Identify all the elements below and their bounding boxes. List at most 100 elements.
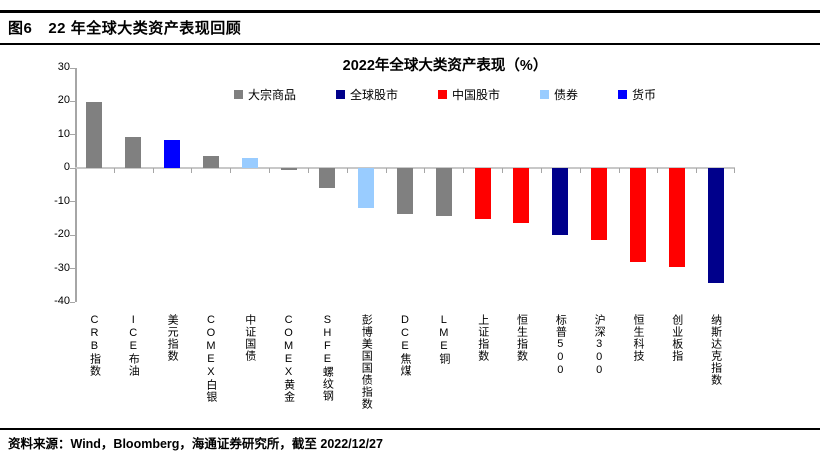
legend-label: 债券 <box>554 88 579 102</box>
x-tick <box>191 168 193 174</box>
bar-恒生指数 <box>513 168 530 223</box>
category-label: DCE焦煤 <box>386 314 425 377</box>
legend-swatch <box>437 90 447 99</box>
legend-item: 债券 <box>540 86 578 103</box>
x-tick <box>75 168 76 174</box>
category-label-text: 标普500 <box>554 314 567 377</box>
y-axis-line <box>75 68 77 302</box>
y-tick-label: 20 <box>57 94 70 107</box>
y-tick <box>70 167 75 169</box>
x-tick <box>230 168 232 174</box>
footer-rule <box>0 428 820 430</box>
x-tick <box>346 168 348 174</box>
plot-area <box>70 67 735 303</box>
category-label-text: 上证指数 <box>476 314 489 362</box>
y-tick-label: -20 <box>54 228 70 241</box>
x-tick <box>734 168 735 174</box>
x-tick <box>657 168 659 174</box>
y-tick-label: -10 <box>54 194 70 207</box>
category-label: 中证国债 <box>230 314 269 362</box>
legend-label: 全球股市 <box>349 88 398 102</box>
category-label-text: 中证国债 <box>243 314 256 362</box>
category-label: 恒生科技 <box>619 314 658 362</box>
x-tick <box>269 168 271 174</box>
bar-SHFE螺纹钢 <box>319 168 336 188</box>
x-tick <box>696 168 698 174</box>
y-tick-label: 10 <box>57 127 70 140</box>
bar-标普500 <box>552 168 569 235</box>
bar-中证国债 <box>241 158 258 169</box>
category-label: SHFE螺纹钢 <box>308 314 347 402</box>
y-tick <box>70 67 75 69</box>
category-label-text: 纳斯达克指数 <box>709 314 722 386</box>
source-note: 资料来源：Wind，Bloomberg，海通证券研究所，截至 2022/12/2… <box>8 437 383 451</box>
legend-label: 大宗商品 <box>247 88 296 102</box>
category-label: COMEX黄金 <box>269 314 308 403</box>
y-tick-label: 30 <box>57 61 70 73</box>
bar-纳斯达克指数 <box>707 168 724 283</box>
category-label-text: 恒生指数 <box>515 314 528 362</box>
category-label: LME铜 <box>424 314 463 365</box>
category-label: 美元指数 <box>153 314 192 362</box>
y-tick-label: 0 <box>63 161 70 174</box>
y-tick <box>70 301 75 303</box>
bar-美元指数 <box>164 140 181 169</box>
category-label: 纳斯达克指数 <box>696 314 735 386</box>
category-label-text: 创业板指 <box>670 314 683 362</box>
category-label: COMEX白银 <box>191 314 230 403</box>
x-tick <box>424 168 426 174</box>
category-label-text: 彭博美国国债指数 <box>360 314 373 410</box>
x-tick <box>502 168 504 174</box>
bar-LME铜 <box>435 168 452 217</box>
x-tick <box>540 168 542 174</box>
legend-label: 中国股市 <box>451 88 500 102</box>
chart-title: 2022年全球大类资产表现（%） <box>342 58 548 74</box>
category-label-text: COMEX白银 <box>204 314 217 403</box>
title-rule <box>0 43 820 45</box>
figure-title-text: 22 年全球大类资产表现回顾 <box>48 20 242 37</box>
top-rule <box>0 10 820 13</box>
category-label: 创业板指 <box>657 314 696 362</box>
legend-item: 全球股市 <box>335 86 398 103</box>
x-tick <box>307 168 309 174</box>
x-tick <box>113 168 115 174</box>
figure-number: 图6 <box>8 20 33 37</box>
legend-item: 中国股市 <box>437 86 500 103</box>
bar-彭博美国国债指数 <box>358 168 375 208</box>
category-label: 标普500 <box>541 314 580 377</box>
bar-沪深300 <box>591 168 608 241</box>
category-label: CRB指数 <box>75 314 114 377</box>
bar-CRB指数 <box>86 101 103 169</box>
category-label-text: DCE焦煤 <box>399 314 412 377</box>
category-label-text: SHFE螺纹钢 <box>321 314 334 402</box>
y-tick-label: -40 <box>54 295 70 307</box>
x-tick <box>152 168 154 174</box>
category-label-text: 美元指数 <box>166 314 179 362</box>
y-tick <box>70 100 75 102</box>
x-tick <box>618 168 620 174</box>
x-tick <box>579 168 581 174</box>
legend-item: 大宗商品 <box>233 86 296 103</box>
x-axis-labels: CRB指数 ICE布油 美元指数 COMEX白银 中证国债 COMEX黄金 SHFE螺纹钢 彭… <box>75 314 735 426</box>
category-label-text: CRB指数 <box>88 314 101 377</box>
legend-item: 货币 <box>618 86 656 103</box>
y-tick <box>70 268 75 270</box>
legend-swatch <box>540 90 549 99</box>
category-label-text: 恒生科技 <box>631 314 644 362</box>
legend: 大宗商品 全球股市 中国股市 债券 货币 <box>150 86 740 103</box>
y-tick <box>70 234 75 236</box>
category-label: 恒生指数 <box>502 314 541 362</box>
legend-swatch <box>233 90 243 99</box>
bar-上证指数 <box>474 168 491 220</box>
y-tick <box>70 201 75 203</box>
category-label: ICE布油 <box>114 314 153 377</box>
legend-swatch <box>335 90 345 99</box>
bar-COMEX白银 <box>202 156 219 169</box>
bar-恒生科技 <box>629 168 646 262</box>
bar-COMEX黄金 <box>280 168 297 170</box>
legend-label: 货币 <box>632 88 657 102</box>
bar-DCE焦煤 <box>397 168 413 214</box>
bar-创业板指 <box>668 168 685 267</box>
y-tick-label: -30 <box>54 261 70 274</box>
